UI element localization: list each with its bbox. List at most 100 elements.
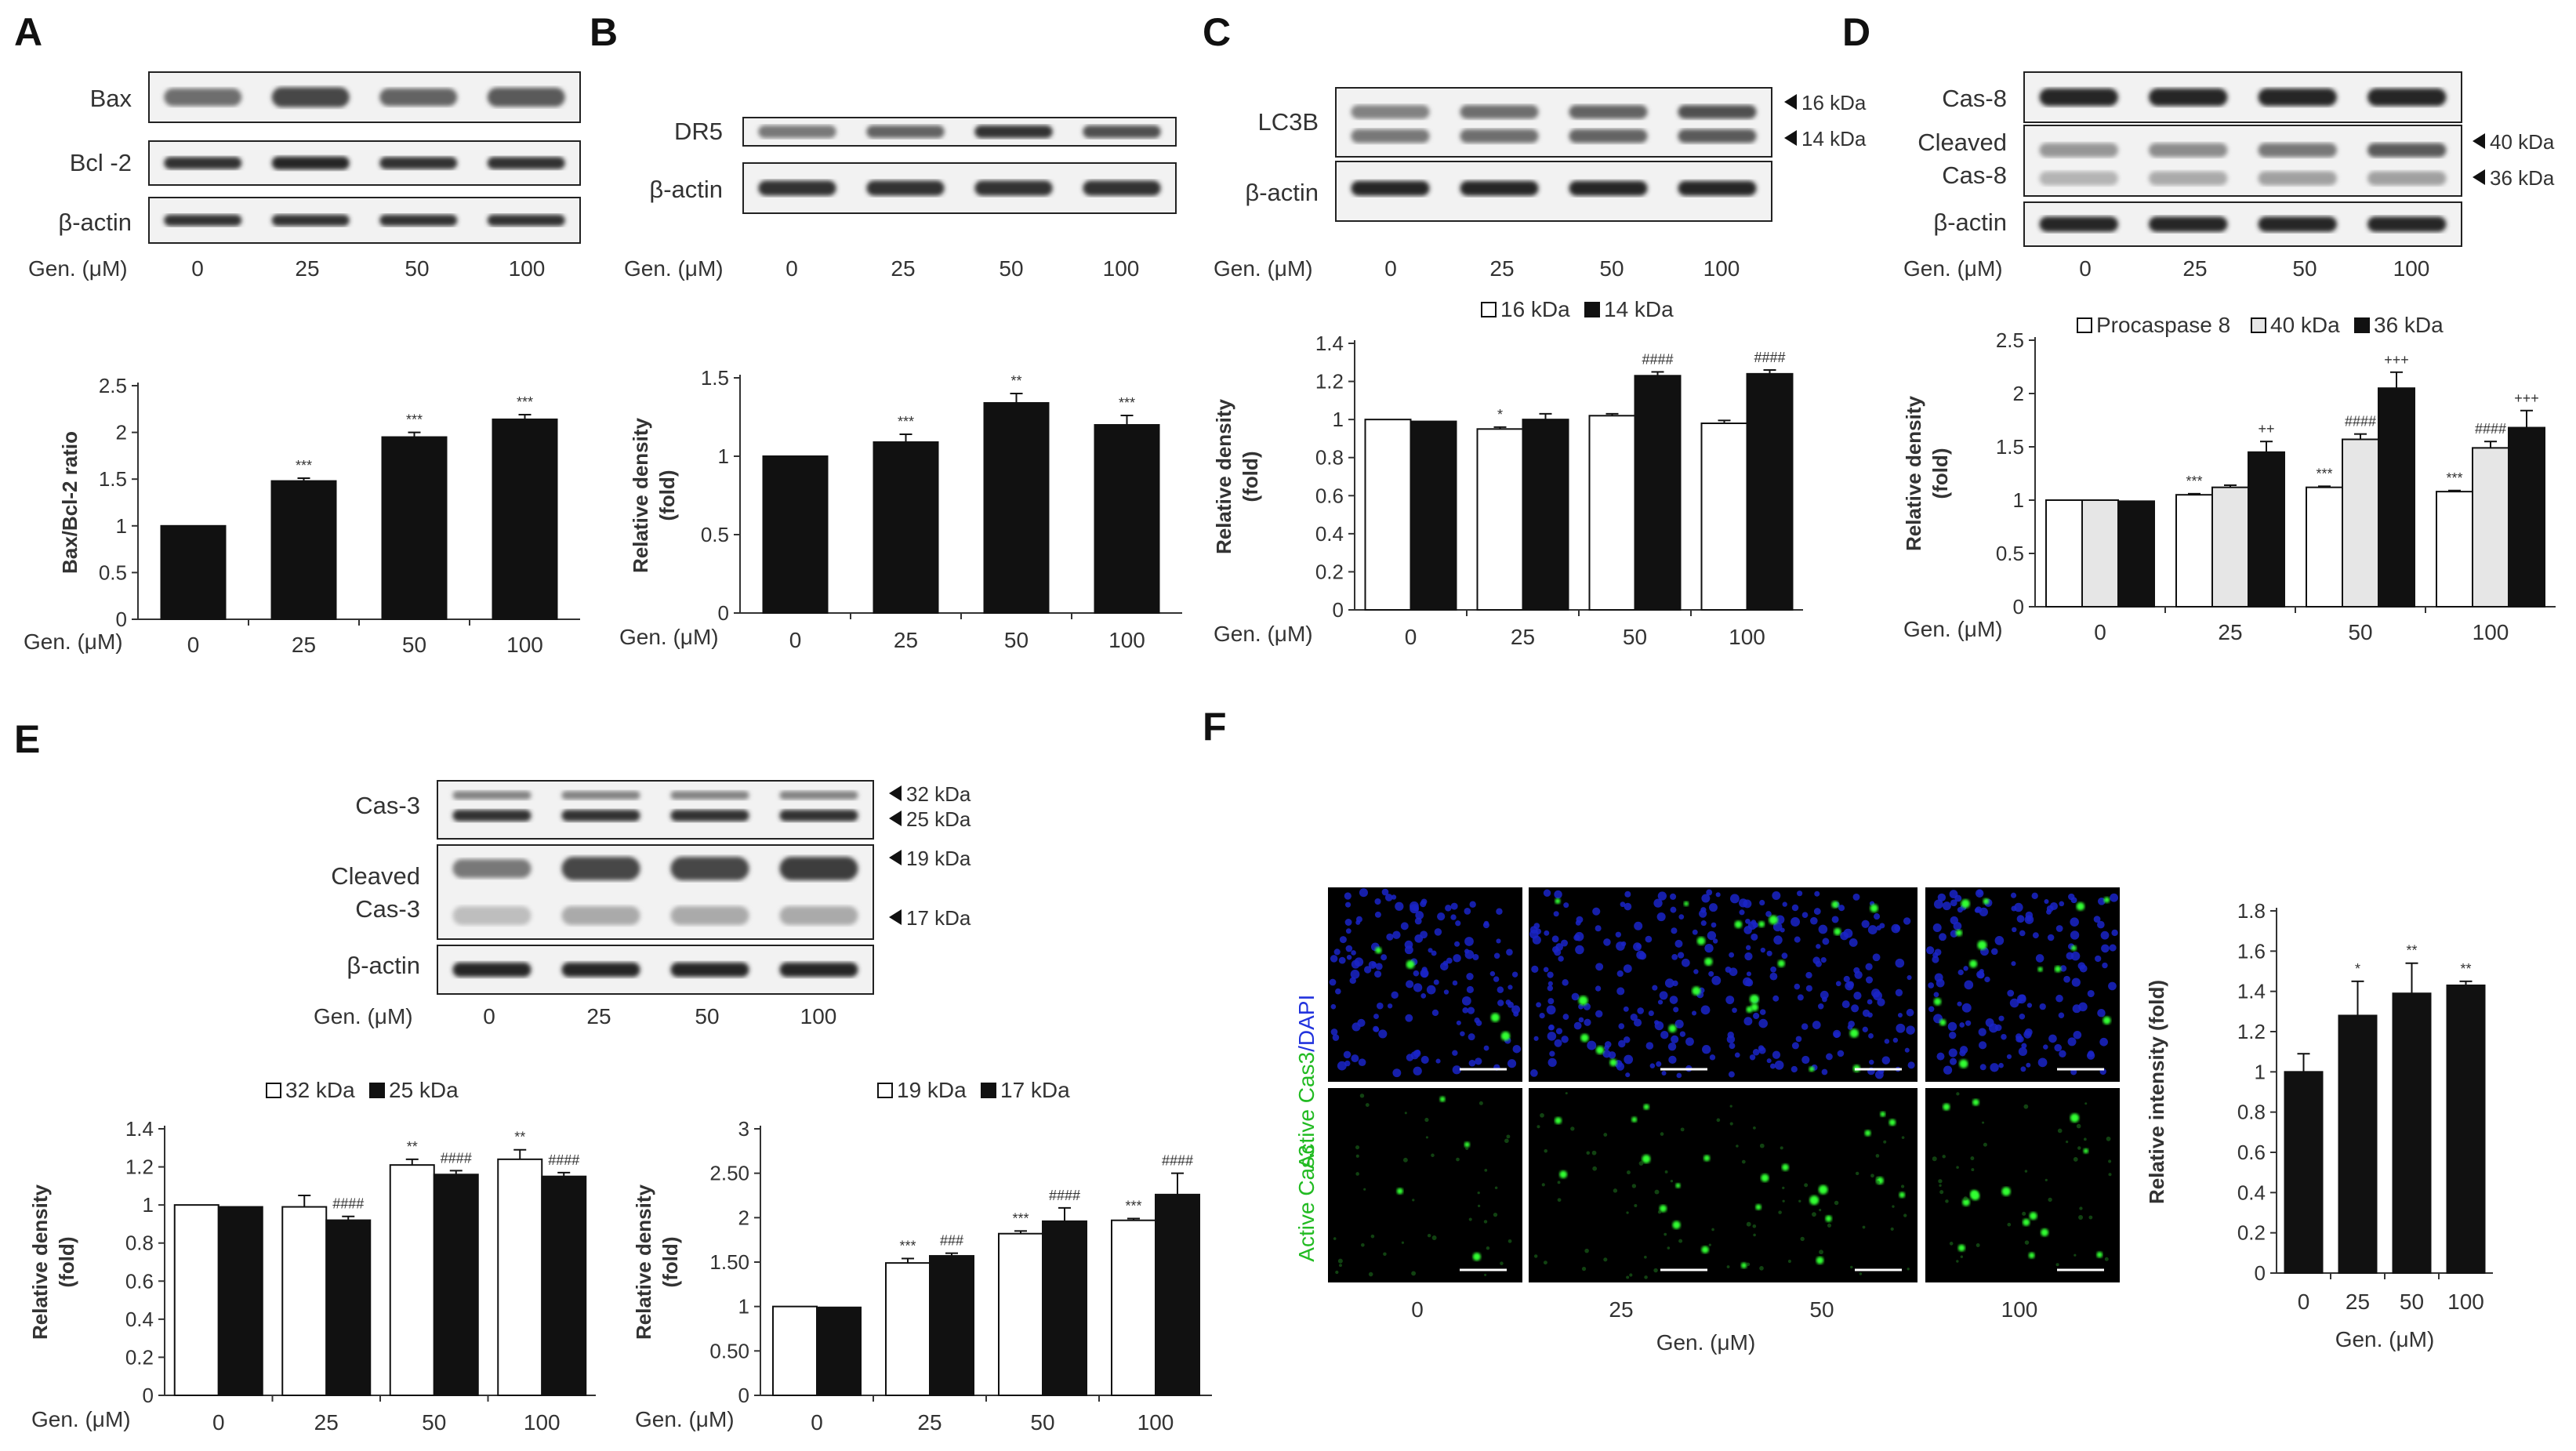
blot-cleaved-cas3-band: [452, 906, 532, 925]
cas3-dim: [1729, 1105, 1732, 1108]
dapi-nucleus: [1744, 952, 1753, 961]
dapi-nucleus: [1725, 967, 1732, 973]
dapi-nucleus: [1547, 1032, 1557, 1041]
cas3-cell: [1957, 1244, 1965, 1252]
cas3-dim: [1634, 1204, 1638, 1208]
cas3-dim: [1664, 1170, 1668, 1173]
cas3-dim: [1586, 1151, 1591, 1155]
dapi-nucleus: [1637, 1007, 1644, 1014]
cas3-cell: [2028, 1252, 2035, 1259]
cas3-dim: [1339, 1264, 1342, 1268]
bar: [1522, 419, 1569, 611]
dapi-nucleus: [1392, 1068, 1402, 1078]
dapi-nucleus: [1671, 1035, 1679, 1043]
cas3-dim: [1584, 1248, 1589, 1253]
blot-lc3b-band: [1460, 105, 1539, 119]
dapi-nucleus: [1420, 1055, 1429, 1064]
kda-arrow-7: [889, 909, 902, 925]
cas3-dim: [1477, 1191, 1480, 1195]
panel-label-f: F: [1203, 705, 1227, 749]
dapi-nucleus: [2039, 1003, 2046, 1010]
dapi-nucleus: [1345, 945, 1353, 952]
dapi-nucleus: [1772, 1050, 1781, 1059]
dapi-nucleus: [1505, 999, 1511, 1005]
dapi-nucleus: [1384, 894, 1393, 901]
cas3-dim: [1741, 1159, 1746, 1164]
cas3-dim: [1626, 1211, 1629, 1214]
dapi-nucleus: [1759, 899, 1765, 906]
cas3-cell: [1595, 1046, 1605, 1054]
y-tick-label: 1.2: [2237, 1020, 2266, 1043]
x-axis-label: Gen. (μM): [1214, 622, 1313, 646]
dapi-nucleus: [1531, 965, 1539, 974]
dapi-nucleus: [1851, 1004, 1859, 1013]
dapi-nucleus: [1554, 1039, 1562, 1047]
dapi-nucleus: [2011, 905, 2017, 912]
dapi-nucleus: [1330, 1003, 1337, 1010]
dapi-nucleus: [1978, 1028, 1986, 1036]
legend-label: 19 kDa: [897, 1078, 967, 1102]
cas3-dim: [1494, 1186, 1498, 1190]
blot-actin-a-band: [487, 214, 565, 227]
dapi-nucleus: [1873, 913, 1881, 920]
blot-dose-a-3: 100: [509, 256, 546, 281]
dapi-nucleus: [1671, 953, 1678, 960]
dapi-nucleus: [1822, 996, 1827, 1003]
dapi-nucleus: [1431, 950, 1437, 956]
dapi-nucleus: [1595, 1010, 1603, 1018]
blot-actin-a-band: [164, 214, 242, 227]
significance-label: **: [514, 1130, 525, 1145]
bar: [2446, 984, 2486, 1274]
dapi-nucleus: [1462, 1007, 1469, 1014]
y-tick-label: 0: [718, 601, 729, 625]
y-tick-label: 1.8: [2237, 899, 2266, 923]
dapi-nucleus: [1624, 891, 1631, 898]
cas3-dim: [1368, 1271, 1373, 1277]
cas3-dim: [1383, 1252, 1387, 1257]
dapi-nucleus: [1833, 1032, 1840, 1039]
dapi-nucleus: [1387, 1003, 1393, 1009]
blot-cleaved-cas3-band: [452, 859, 532, 878]
dapi-nucleus: [1932, 956, 1939, 963]
dapi-nucleus: [1414, 917, 1422, 925]
blot-label-bax: Bax: [90, 85, 132, 112]
bar: [325, 1219, 372, 1396]
dapi-nucleus: [1475, 1057, 1482, 1065]
cas3-cell: [1631, 1116, 1638, 1123]
dapi-nucleus: [1351, 1054, 1359, 1063]
dapi-nucleus: [1624, 902, 1632, 911]
cas3-dim: [1859, 1272, 1863, 1275]
dapi-nucleus: [1623, 1006, 1629, 1012]
x-tick-label: 0: [811, 1410, 823, 1435]
y-tick-label: 1.2: [125, 1155, 154, 1179]
blot-cleaved-cas3-band: [561, 906, 640, 925]
x-tick-label: 100: [524, 1410, 561, 1435]
cas3-cell: [1555, 1116, 1562, 1124]
dapi-nucleus: [1464, 937, 1474, 946]
cas3-cell: [1870, 904, 1878, 912]
dapi-nucleus: [2063, 975, 2070, 983]
dapi-nucleus: [1745, 918, 1751, 924]
dapi-nucleus: [1583, 1003, 1591, 1010]
x-axis-label: Gen. (μM): [2335, 1327, 2435, 1351]
y-tick-label: 2.50: [709, 1162, 749, 1185]
cas3-dim: [1557, 1198, 1562, 1203]
blot-actin-e-band: [561, 962, 640, 978]
cas3-dim: [1939, 1184, 1942, 1188]
cas3-dim: [1960, 1255, 1964, 1258]
cas3-cell: [1970, 1191, 1980, 1201]
dapi-nucleus: [1656, 1061, 1662, 1067]
cas3-dim: [1537, 1125, 1540, 1129]
dapi-nucleus: [1791, 1042, 1799, 1050]
blot-cas8-band: [2149, 88, 2228, 107]
dapi-nucleus: [1434, 928, 1442, 936]
cas3-dim: [1335, 1270, 1339, 1275]
dapi-nucleus: [1420, 992, 1427, 999]
micro-dose-1: 25: [1609, 1297, 1633, 1322]
cas3-dim: [1653, 1268, 1658, 1273]
blot-dose-c-3: 100: [1703, 256, 1740, 281]
y-tick-label: 0: [143, 1384, 154, 1407]
dapi-nucleus: [1990, 1063, 1999, 1072]
x-tick-label: 100: [2473, 620, 2509, 644]
cas3-cell: [1464, 1141, 1470, 1148]
